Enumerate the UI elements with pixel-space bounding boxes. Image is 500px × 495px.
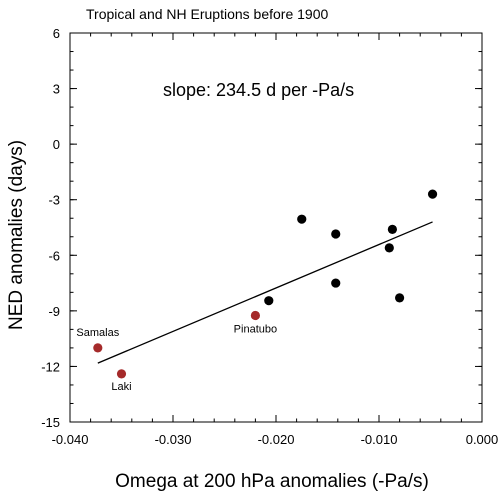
data-point [297, 214, 307, 224]
data-point [427, 189, 438, 199]
x-tick-label: 0.000 [466, 432, 499, 447]
point-labels: Samalas Laki Pinatubo [76, 323, 277, 392]
data-point [331, 278, 341, 288]
x-axis: -0.040 -0.030 -0.020 -0.010 0.000 [52, 33, 499, 447]
x-tick-label: -0.020 [258, 432, 295, 447]
x-axis-title: Omega at 200 hPa anomalies (-Pa/s) [115, 471, 429, 492]
chart-title: Tropical and NH Eruptions before 1900 [86, 6, 329, 22]
x-tick-label: -0.030 [155, 432, 192, 447]
y-tick-label: 6 [53, 26, 60, 41]
y-tick-label: -15 [41, 415, 60, 430]
point-pinatubo [250, 310, 260, 321]
y-tick-label: -9 [48, 304, 60, 319]
y-axis: 6 3 0 -3 -6 -9 -12 -15 [41, 26, 482, 430]
point-laki [116, 369, 127, 379]
data-point [395, 293, 405, 303]
y-tick-label: 0 [53, 137, 60, 152]
point-label-laki: Laki [111, 381, 131, 393]
regression-line [97, 221, 433, 364]
y-tick-label: -6 [48, 248, 60, 263]
y-tick-label: 3 [53, 82, 60, 97]
slope-annotation: slope: 234.5 d per -Pa/s [163, 80, 354, 100]
y-tick-label: -3 [48, 193, 60, 208]
point-label-pinatubo: Pinatubo [234, 323, 277, 335]
x-tick-label: -0.040 [52, 432, 89, 447]
x-tick-label: -0.010 [361, 432, 398, 447]
point-label-samalas: Samalas [76, 327, 119, 339]
y-tick-label: -12 [41, 359, 60, 374]
point-samalas [93, 343, 103, 353]
data-point [387, 224, 397, 234]
data-points [93, 189, 438, 379]
y-axis-title: NED anomalies (days) [6, 140, 27, 330]
data-point [264, 296, 274, 306]
data-point [384, 243, 394, 253]
data-point [331, 229, 341, 239]
